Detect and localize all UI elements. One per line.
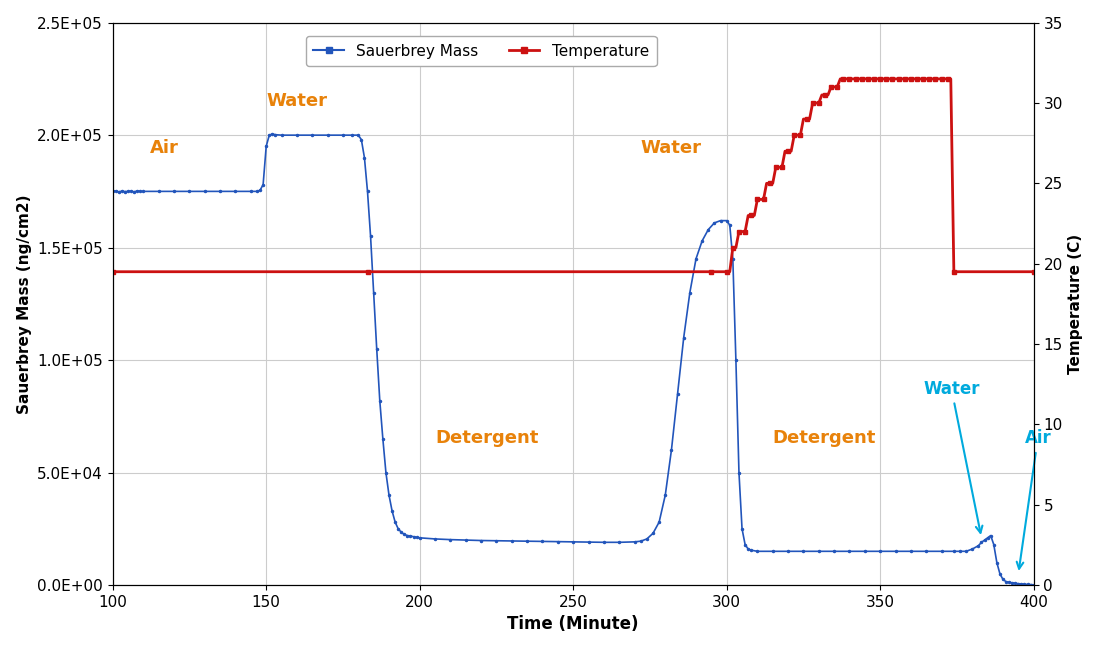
Sauerbrey Mass xyxy=(1027,581,1041,589)
Text: Detergent: Detergent xyxy=(434,430,538,447)
Text: Water: Water xyxy=(266,92,327,110)
Temperature xyxy=(1027,268,1041,276)
Temperature xyxy=(834,75,847,83)
Temperature xyxy=(738,227,751,235)
Temperature xyxy=(855,75,868,83)
Sauerbrey Mass xyxy=(707,219,721,227)
Temperature xyxy=(717,268,730,276)
Text: Air: Air xyxy=(1016,430,1052,569)
Y-axis label: Temperature (C): Temperature (C) xyxy=(1068,234,1084,374)
Temperature xyxy=(106,268,119,276)
Text: Air: Air xyxy=(150,139,178,157)
Line: Sauerbrey Mass: Sauerbrey Mass xyxy=(112,133,1035,586)
Temperature xyxy=(901,75,914,83)
Sauerbrey Mass xyxy=(966,545,979,553)
Sauerbrey Mass xyxy=(978,536,991,544)
Temperature xyxy=(886,75,899,83)
Sauerbrey Mass xyxy=(106,187,119,195)
Sauerbrey Mass xyxy=(358,154,371,162)
Sauerbrey Mass xyxy=(345,131,359,139)
Sauerbrey Mass xyxy=(266,130,279,138)
Legend: Sauerbrey Mass, Temperature: Sauerbrey Mass, Temperature xyxy=(306,36,657,66)
Text: Detergent: Detergent xyxy=(772,430,876,447)
Y-axis label: Sauerbrey Mass (ng/cm2): Sauerbrey Mass (ng/cm2) xyxy=(16,194,32,413)
Line: Temperature: Temperature xyxy=(111,77,1035,274)
X-axis label: Time (Minute): Time (Minute) xyxy=(507,616,639,633)
Text: Water: Water xyxy=(923,380,982,533)
Temperature xyxy=(754,196,767,203)
Text: Water: Water xyxy=(640,139,702,157)
Sauerbrey Mass xyxy=(1005,579,1019,587)
